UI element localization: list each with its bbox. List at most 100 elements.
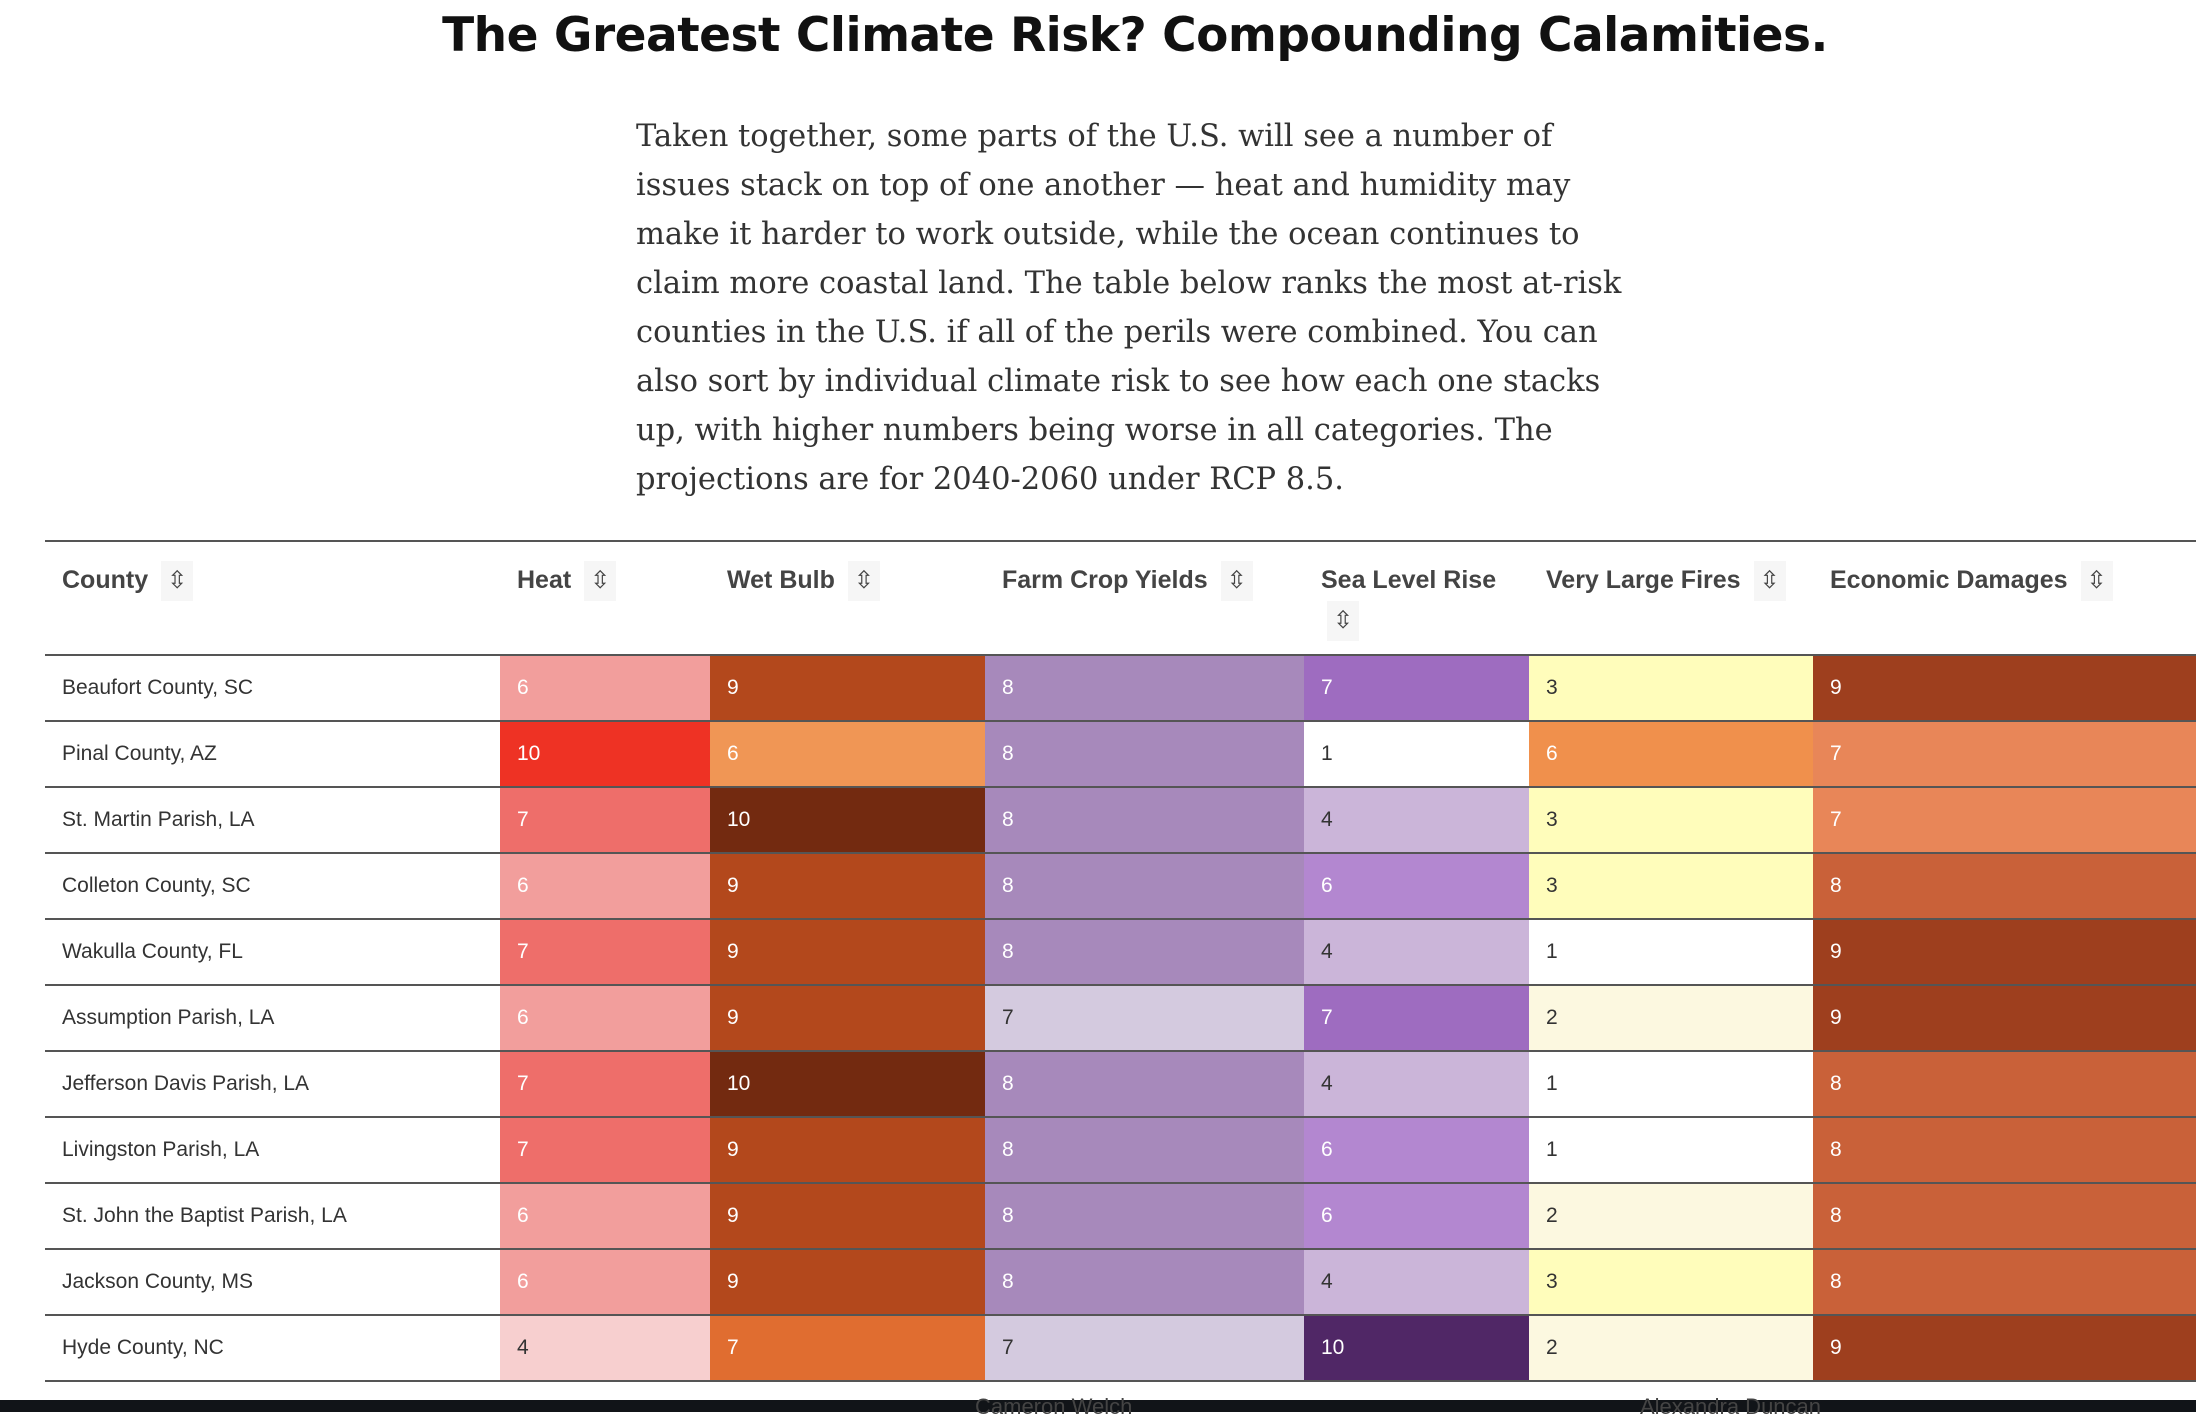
county-cell: St. Martin Parish, LA: [45, 787, 500, 854]
risk-cell-wet-bulb: 6: [710, 721, 985, 788]
risk-cell-wet-bulb: 9: [710, 1249, 985, 1316]
table-row: St. John the Baptist Parish, LA 6 9 8 6 2 8: [45, 1183, 2196, 1250]
risk-cell-very-large-fires: 1: [1529, 919, 1813, 986]
risk-cell-farm-crop-yields: 8: [985, 721, 1304, 788]
risk-cell-very-large-fires: 3: [1529, 1249, 1813, 1316]
risk-cell-wet-bulb: 9: [710, 655, 985, 722]
column-header-farm-crop-yields[interactable]: Farm Crop Yields ⇳: [985, 540, 1304, 656]
risk-cell-sea-level-rise: 10: [1304, 1315, 1529, 1382]
risk-cell-economic-damages: 8: [1813, 1051, 2196, 1118]
risk-cell-heat: 7: [500, 1051, 710, 1118]
sort-icon[interactable]: ⇳: [584, 561, 617, 601]
county-cell: Beaufort County, SC: [45, 655, 500, 722]
sort-icon[interactable]: ⇳: [161, 561, 194, 601]
column-label: Wet Bulb: [727, 566, 835, 594]
risk-cell-sea-level-rise: 4: [1304, 1249, 1529, 1316]
risk-cell-very-large-fires: 1: [1529, 1051, 1813, 1118]
participant-name: Cameron Welch: [975, 1394, 1133, 1419]
risk-cell-sea-level-rise: 6: [1304, 1117, 1529, 1184]
sort-icon[interactable]: ⇳: [847, 561, 880, 601]
risk-cell-very-large-fires: 2: [1529, 1183, 1813, 1250]
risk-cell-heat: 6: [500, 655, 710, 722]
column-label: Economic Damages: [1830, 566, 2068, 594]
risk-cell-farm-crop-yields: 7: [985, 985, 1304, 1052]
risk-cell-farm-crop-yields: 8: [985, 1051, 1304, 1118]
page-title: The Greatest Climate Risk? Compounding C…: [442, 8, 1828, 63]
table-row: Beaufort County, SC 6 9 8 7 3 9: [45, 655, 2196, 722]
sort-icon[interactable]: ⇳: [1327, 601, 1360, 641]
risk-table: County ⇳ Heat ⇳ Wet Bulb ⇳ Farm Crop Yields…: [45, 540, 2196, 1382]
risk-cell-heat: 7: [500, 1117, 710, 1184]
risk-cell-economic-damages: 8: [1813, 1249, 2196, 1316]
table-row: Jackson County, MS 6 9 8 4 3 8: [45, 1249, 2196, 1316]
risk-cell-heat: 7: [500, 919, 710, 986]
table-header-row: County ⇳ Heat ⇳ Wet Bulb ⇳ Farm Crop Yields…: [45, 540, 2196, 656]
risk-cell-sea-level-rise: 4: [1304, 919, 1529, 986]
risk-cell-heat: 4: [500, 1315, 710, 1382]
risk-cell-economic-damages: 8: [1813, 853, 2196, 920]
table-row: Hyde County, NC 4 7 7 10 2 9: [45, 1315, 2196, 1382]
risk-cell-economic-damages: 9: [1813, 985, 2196, 1052]
sort-icon[interactable]: ⇳: [2080, 561, 2113, 601]
county-cell: Pinal County, AZ: [45, 721, 500, 788]
risk-cell-farm-crop-yields: 8: [985, 919, 1304, 986]
table-row: Jefferson Davis Parish, LA 7 10 8 4 1 8: [45, 1051, 2196, 1118]
risk-cell-sea-level-rise: 1: [1304, 721, 1529, 788]
risk-cell-heat: 6: [500, 1249, 710, 1316]
risk-cell-wet-bulb: 9: [710, 853, 985, 920]
column-header-economic-damages[interactable]: Economic Damages ⇳: [1813, 540, 2196, 656]
column-header-sea-level-rise[interactable]: Sea Level Rise ⇳: [1304, 540, 1529, 656]
column-label: County: [62, 566, 149, 594]
risk-cell-heat: 6: [500, 985, 710, 1052]
risk-cell-sea-level-rise: 7: [1304, 985, 1529, 1052]
county-cell: Colleton County, SC: [45, 853, 500, 920]
county-cell: Hyde County, NC: [45, 1315, 500, 1382]
risk-cell-sea-level-rise: 6: [1304, 1183, 1529, 1250]
risk-cell-farm-crop-yields: 8: [985, 655, 1304, 722]
risk-cell-very-large-fires: 1: [1529, 1117, 1813, 1184]
risk-cell-economic-damages: 9: [1813, 1315, 2196, 1382]
risk-cell-wet-bulb: 7: [710, 1315, 985, 1382]
risk-cell-heat: 7: [500, 787, 710, 854]
risk-cell-very-large-fires: 3: [1529, 787, 1813, 854]
column-header-county[interactable]: County ⇳: [45, 540, 500, 656]
risk-cell-economic-damages: 9: [1813, 655, 2196, 722]
risk-cell-very-large-fires: 3: [1529, 655, 1813, 722]
risk-cell-sea-level-rise: 7: [1304, 655, 1529, 722]
risk-cell-very-large-fires: 2: [1529, 1315, 1813, 1382]
risk-cell-farm-crop-yields: 8: [985, 787, 1304, 854]
risk-cell-wet-bulb: 9: [710, 1117, 985, 1184]
column-label: Very Large Fires: [1546, 566, 1741, 594]
risk-cell-sea-level-rise: 4: [1304, 787, 1529, 854]
risk-cell-economic-damages: 7: [1813, 787, 2196, 854]
risk-cell-heat: 6: [500, 853, 710, 920]
risk-cell-economic-damages: 7: [1813, 721, 2196, 788]
table-row: Wakulla County, FL 7 9 8 4 1 9: [45, 919, 2196, 986]
county-cell: Assumption Parish, LA: [45, 985, 500, 1052]
sort-icon[interactable]: ⇳: [1753, 561, 1786, 601]
column-header-wet-bulb[interactable]: Wet Bulb ⇳: [710, 540, 985, 656]
risk-cell-sea-level-rise: 4: [1304, 1051, 1529, 1118]
sort-icon[interactable]: ⇳: [1220, 561, 1253, 601]
column-header-very-large-fires[interactable]: Very Large Fires ⇳: [1529, 540, 1813, 656]
county-cell: Livingston Parish, LA: [45, 1117, 500, 1184]
risk-cell-economic-damages: 8: [1813, 1117, 2196, 1184]
risk-cell-wet-bulb: 9: [710, 919, 985, 986]
risk-cell-heat: 10: [500, 721, 710, 788]
risk-cell-very-large-fires: 3: [1529, 853, 1813, 920]
table-row: Livingston Parish, LA 7 9 8 6 1 8: [45, 1117, 2196, 1184]
risk-cell-sea-level-rise: 6: [1304, 853, 1529, 920]
bottom-overlay-bar: Cameron Welch Alexandra Duncan: [0, 1394, 2196, 1419]
risk-cell-economic-damages: 9: [1813, 919, 2196, 986]
table-row: Assumption Parish, LA 6 9 7 7 2 9: [45, 985, 2196, 1052]
risk-cell-very-large-fires: 2: [1529, 985, 1813, 1052]
column-header-heat[interactable]: Heat ⇳: [500, 540, 710, 656]
risk-cell-heat: 6: [500, 1183, 710, 1250]
risk-cell-farm-crop-yields: 8: [985, 853, 1304, 920]
table-row: St. Martin Parish, LA 7 10 8 4 3 7: [45, 787, 2196, 854]
risk-cell-very-large-fires: 6: [1529, 721, 1813, 788]
county-cell: Jefferson Davis Parish, LA: [45, 1051, 500, 1118]
risk-cell-wet-bulb: 10: [710, 787, 985, 854]
column-label: Sea Level Rise: [1321, 566, 1497, 594]
participant-name: Alexandra Duncan: [1640, 1394, 1822, 1419]
